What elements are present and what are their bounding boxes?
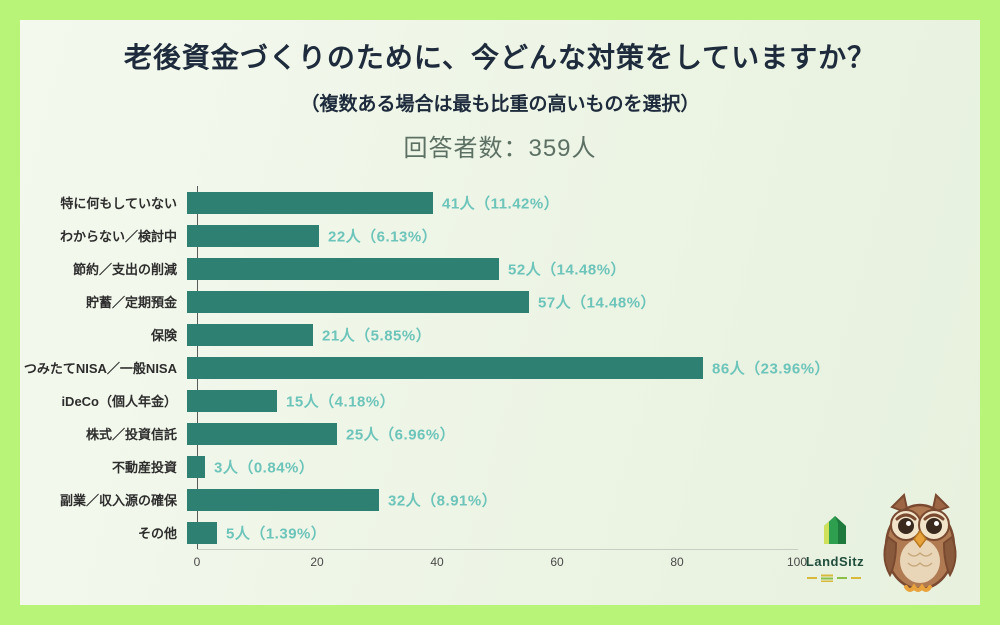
bar xyxy=(187,290,529,313)
bar-track: 21人（5.85%） xyxy=(187,323,787,346)
value-label: 3人（0.84%） xyxy=(214,459,315,476)
chart-row: 副業／収入源の確保 32人（8.91%） xyxy=(20,483,980,516)
bar xyxy=(187,422,337,445)
bar xyxy=(187,521,217,544)
category-label: 不動産投資 xyxy=(111,460,177,475)
value-label: 5人（1.39%） xyxy=(226,525,327,542)
bar xyxy=(187,389,277,412)
chart-row: その他 5人（1.39%） xyxy=(20,516,980,549)
page-title: 老後資金づくりのために、今どんな対策をしていますか？ xyxy=(123,42,877,73)
chart-row: 節約／支出の削減 52人（14.48%） xyxy=(20,252,980,285)
bar xyxy=(187,488,379,511)
survey-card: 老後資金づくりのために、今どんな対策をしていますか？ （複数ある場合は最も比重の… xyxy=(20,20,980,605)
landsitz-logo-icon xyxy=(824,516,846,544)
x-tick-label: 80 xyxy=(670,555,684,569)
category-label: 株式／投資信託 xyxy=(85,427,177,442)
value-label: 25人（6.96%） xyxy=(346,426,456,443)
value-label: 15人（4.18%） xyxy=(286,393,396,410)
chart-row: iDeCo（個人年金） 15人（4.18%） xyxy=(20,384,980,417)
category-label: 保険 xyxy=(150,328,177,343)
chart-row: 貯蓄／定期預金 57人（14.48%） xyxy=(20,285,980,318)
x-axis-line xyxy=(197,549,798,550)
chart-row: 不動産投資 3人（0.84%） xyxy=(20,450,980,483)
bar-track: 32人（8.91%） xyxy=(187,488,787,511)
value-label: 86人（23.96%） xyxy=(712,360,831,377)
category-label: 副業／収入源の確保 xyxy=(59,493,177,508)
category-label: その他 xyxy=(137,526,177,541)
value-label: 52人（14.48%） xyxy=(508,261,627,278)
x-tick-label: 100 xyxy=(786,555,808,569)
value-label: 22人（6.13%） xyxy=(328,228,438,245)
bar-track: 52人（14.48%） xyxy=(187,257,787,280)
value-label: 32人（8.91%） xyxy=(388,492,498,509)
logo-underline-dashes-icon xyxy=(807,574,861,583)
category-label: iDeCo（個人年金） xyxy=(61,394,177,409)
value-label: 57人（14.48%） xyxy=(538,294,657,311)
x-tick-label: 20 xyxy=(310,555,324,569)
bar-chart: 特に何もしていない 41人（11.42%） わからない／検討中 22人（6.13%） 節… xyxy=(20,186,980,550)
x-tick-label: 40 xyxy=(430,555,444,569)
x-tick-label: 0 xyxy=(193,555,201,569)
landsitz-brand: LandSitz xyxy=(800,513,870,587)
bar xyxy=(187,224,319,247)
x-tick-label: 60 xyxy=(550,555,564,569)
category-label: つみたてNISA／一般NISA xyxy=(23,361,177,376)
x-axis: 0 20 40 60 80 100 xyxy=(20,555,980,571)
bar-track: 41人（11.42%） xyxy=(187,191,787,214)
page-subtitle: （複数ある場合は最も比重の高いものを選択） xyxy=(300,94,700,115)
bar-track: 86人（23.96%） xyxy=(187,356,830,379)
brand-name: LandSitz xyxy=(805,554,865,569)
bar-track: 22人（6.13%） xyxy=(187,224,787,247)
bar-track: 25人（6.96%） xyxy=(187,422,787,445)
chart-row: つみたてNISA／一般NISA 86人（23.96%） xyxy=(20,351,980,384)
category-label: 特に何もしていない xyxy=(60,196,177,211)
value-label: 41人（11.42%） xyxy=(442,195,560,212)
bar xyxy=(187,455,205,478)
chart-row: 株式／投資信託 25人（6.96%） xyxy=(20,417,980,450)
bar xyxy=(187,356,703,379)
category-label: わからない／検討中 xyxy=(59,229,177,244)
chart-row: 保険 21人（5.85%） xyxy=(20,318,980,351)
chart-row: わからない／検討中 22人（6.13%） xyxy=(20,219,980,252)
chart-row: 特に何もしていない 41人（11.42%） xyxy=(20,186,980,219)
category-label: 節約／支出の削減 xyxy=(72,262,177,277)
bar xyxy=(187,191,433,214)
owl-mascot-illustration xyxy=(883,493,957,592)
bar-track: 57人（14.48%） xyxy=(187,290,787,313)
bar-track: 5人（1.39%） xyxy=(187,521,787,544)
bar xyxy=(187,323,313,346)
category-label: 貯蓄／定期預金 xyxy=(85,295,177,310)
respondents-count: 回答者数：359人 xyxy=(403,135,597,162)
bar xyxy=(187,257,499,280)
bar-track: 3人（0.84%） xyxy=(187,455,787,478)
bar-track: 15人（4.18%） xyxy=(187,389,787,412)
value-label: 21人（5.85%） xyxy=(322,327,432,344)
